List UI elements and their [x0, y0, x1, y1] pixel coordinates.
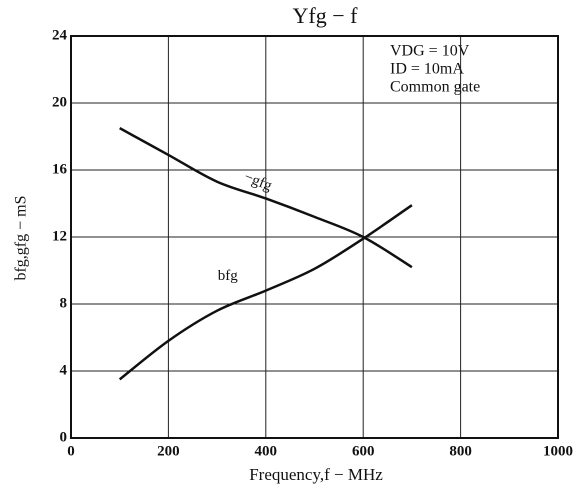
y-tick-label: 12	[52, 228, 67, 244]
x-tick-label: 400	[255, 443, 278, 459]
x-tick-label: 0	[67, 443, 75, 459]
x-tick-label: 800	[449, 443, 472, 459]
chart-title: Yfg − f	[293, 3, 359, 28]
y-tick-label: 0	[60, 429, 68, 445]
annotation: VDG = 10V	[390, 43, 470, 60]
y-tick-label: 20	[52, 94, 67, 110]
y-tick-label: 8	[60, 295, 68, 311]
x-axis-label: Frequency,f − MHz	[249, 465, 383, 484]
series-line	[118, 204, 413, 381]
plot-frame	[70, 35, 559, 439]
x-tick-label: 200	[157, 443, 180, 459]
series-label: bfg	[218, 268, 238, 284]
series-line	[119, 127, 413, 269]
y-axis-label: bfg,gfg − mS	[13, 195, 30, 280]
y-tick-label: 24	[52, 27, 68, 43]
y-tick-label: 4	[60, 362, 68, 378]
annotation: ID = 10mA	[390, 61, 464, 78]
annotation: Common gate	[390, 79, 480, 96]
x-tick-label: 1000	[543, 443, 573, 459]
y-tick-label: 16	[52, 161, 68, 177]
x-tick-label: 600	[352, 443, 375, 459]
